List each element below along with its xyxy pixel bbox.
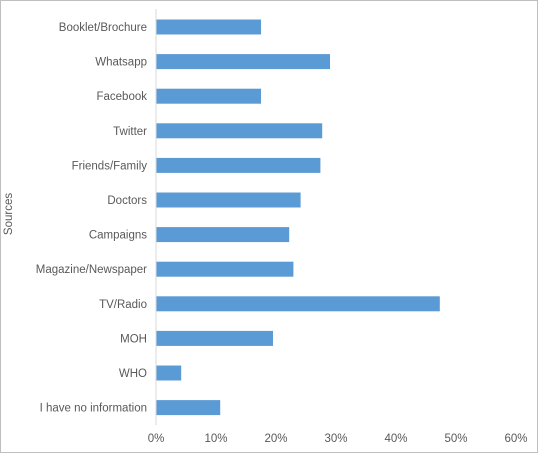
- bar-i-have-no-information: [156, 400, 221, 416]
- category-label: Friends/Family: [72, 160, 148, 172]
- category-label: I have no information: [40, 403, 147, 415]
- category-label: Magazine/Newspaper: [36, 264, 147, 276]
- category-labels-layer: Booklet/Brochure Whatsapp Facebook Twitter F…: [36, 22, 147, 415]
- x-tick-label: 60%: [504, 433, 527, 445]
- y-axis-title: Sources: [3, 193, 15, 235]
- bar-who: [156, 365, 182, 381]
- category-label: MOH: [120, 333, 147, 345]
- bar-doctors: [156, 192, 301, 208]
- category-label: Twitter: [113, 126, 147, 138]
- bar-tv-radio: [156, 296, 440, 312]
- x-tick-label: 0%: [148, 433, 165, 445]
- category-label: Doctors: [107, 195, 147, 207]
- x-tick-label: 50%: [444, 433, 467, 445]
- bar-twitter: [156, 123, 323, 139]
- x-tick-label: 10%: [204, 433, 227, 445]
- category-label: Facebook: [96, 91, 147, 103]
- bar-moh: [156, 330, 273, 346]
- x-tick-label: 40%: [384, 433, 407, 445]
- category-label: Campaigns: [89, 230, 147, 242]
- bar-friends-family: [156, 157, 321, 173]
- category-label: TV/Radio: [99, 299, 147, 311]
- x-tick-label: 20%: [264, 433, 287, 445]
- bar-booklet-brochure: [156, 19, 261, 35]
- bar-magazine-newspaper: [156, 261, 294, 277]
- bar-campaigns: [156, 227, 290, 243]
- bars-layer: [156, 19, 440, 416]
- category-label: Booklet/Brochure: [59, 22, 147, 34]
- bar-whatsapp: [156, 54, 330, 70]
- x-tick-label: 30%: [324, 433, 347, 445]
- category-label: Whatsapp: [95, 57, 147, 69]
- bar-facebook: [156, 88, 261, 104]
- category-label: WHO: [119, 368, 147, 380]
- x-tick-labels-layer: 0% 10% 20% 30% 40% 50% 60%: [148, 433, 528, 445]
